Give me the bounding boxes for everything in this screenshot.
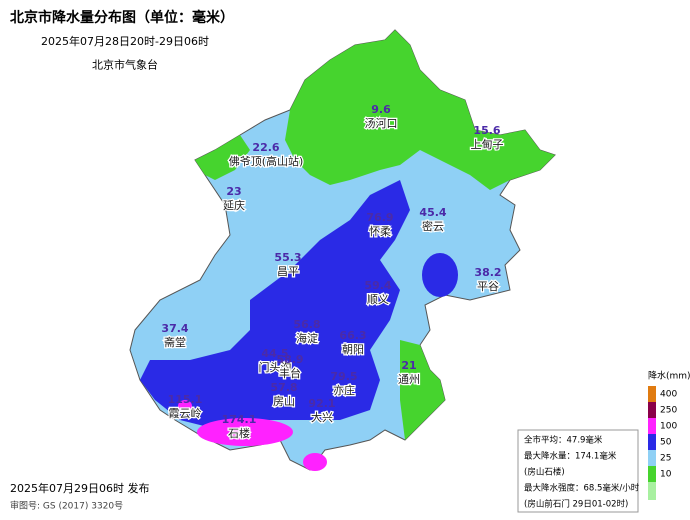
station-value: 59.4 — [364, 279, 391, 292]
station-value: 22.6 — [252, 141, 279, 154]
region-green — [285, 30, 555, 190]
station-value: 115.1 — [168, 393, 203, 406]
station-value: 55.3 — [274, 251, 301, 264]
legend-swatch — [648, 450, 656, 466]
subtitle: 2025年07月28日20时-29日06时 — [41, 34, 209, 48]
info-line: 全市平均：47.9毫米 — [524, 435, 603, 446]
issuer: 北京市气象台 — [92, 58, 158, 72]
legend-swatch — [648, 402, 656, 418]
station-name: 汤河口 — [365, 116, 398, 130]
station-value: 44.5 — [261, 347, 288, 360]
station-name: 通州 — [398, 373, 420, 386]
region-magenta — [303, 453, 327, 471]
station-value: 58.9 — [276, 353, 303, 366]
legend: 400 250 100 50 25 10 — [648, 386, 677, 482]
map-regions — [129, 29, 556, 471]
station-value: 174.1 — [222, 413, 257, 426]
station-name: 房山 — [273, 395, 295, 408]
legend-label: 250 — [660, 406, 677, 416]
station-name: 佛爷顶(高山站) — [229, 154, 304, 168]
station-name: 顺义 — [367, 293, 389, 306]
station-name: 石楼 — [228, 426, 250, 440]
legend-title: 降水(mm) — [648, 370, 690, 382]
station-value: 66.3 — [339, 329, 366, 342]
legend-label: 50 — [660, 438, 672, 448]
station-name: 密云 — [422, 219, 444, 233]
region-magenta — [197, 418, 293, 446]
station-name: 大兴 — [311, 410, 333, 424]
info-line: (房山前石门 29日01-02时) — [524, 499, 628, 510]
station-value: 76.9 — [366, 211, 393, 224]
station-value: 37.4 — [161, 322, 188, 335]
station-name: 上甸子 — [471, 138, 504, 151]
station-value: 45.4 — [419, 206, 446, 219]
info-line: 最大降水量：174.1毫米 — [524, 451, 617, 462]
title: 北京市降水量分布图（单位：毫米） — [10, 9, 234, 26]
station-value: 15.6 — [473, 124, 500, 137]
legend-label: 10 — [660, 470, 672, 480]
station-value: 92.1 — [308, 397, 335, 410]
legend-label: 25 — [660, 454, 671, 464]
info-line: (房山石楼) — [524, 467, 565, 478]
station-value: 38.2 — [474, 266, 501, 279]
station-name: 海淀 — [296, 331, 318, 345]
info-box — [517, 429, 639, 513]
info-line: 最大降水强度：68.5毫米/小时 — [524, 483, 640, 494]
station-name: 朝阳 — [342, 343, 364, 356]
station-name: 昌平 — [277, 265, 299, 278]
legend-swatch — [648, 434, 656, 450]
station-value: 9.6 — [371, 103, 391, 116]
station-name: 霞云岭 — [169, 406, 202, 420]
station-value: 21 — [401, 359, 416, 372]
region-green — [195, 135, 250, 180]
station-value: 79.5 — [330, 370, 357, 383]
station-value: 57.8 — [270, 381, 297, 394]
station-value: 56.8 — [293, 318, 320, 331]
region-magenta — [178, 400, 192, 412]
region-blue — [422, 253, 458, 297]
station-name: 延庆 — [223, 198, 245, 212]
station-name: 平谷 — [477, 280, 499, 293]
station-name: 怀柔 — [369, 225, 391, 238]
approval: 审图号: GS (2017) 3320号 — [10, 500, 123, 512]
legend-label: 400 — [660, 390, 677, 400]
legend-swatch — [648, 482, 656, 500]
station-name: 斋堂 — [164, 335, 186, 349]
station-value: 23 — [226, 185, 241, 198]
issued: 2025年07月29日06时 发布 — [10, 481, 149, 495]
legend-swatch — [648, 418, 656, 434]
legend-swatch — [648, 466, 656, 482]
legend-label: 100 — [660, 422, 677, 432]
station-name: 亦庄 — [333, 383, 355, 397]
station-name: 丰台 — [279, 366, 301, 380]
legend-swatch — [648, 386, 656, 402]
station-name: 门头沟 — [259, 360, 292, 374]
region-blue — [140, 180, 410, 430]
region-green — [400, 340, 445, 440]
